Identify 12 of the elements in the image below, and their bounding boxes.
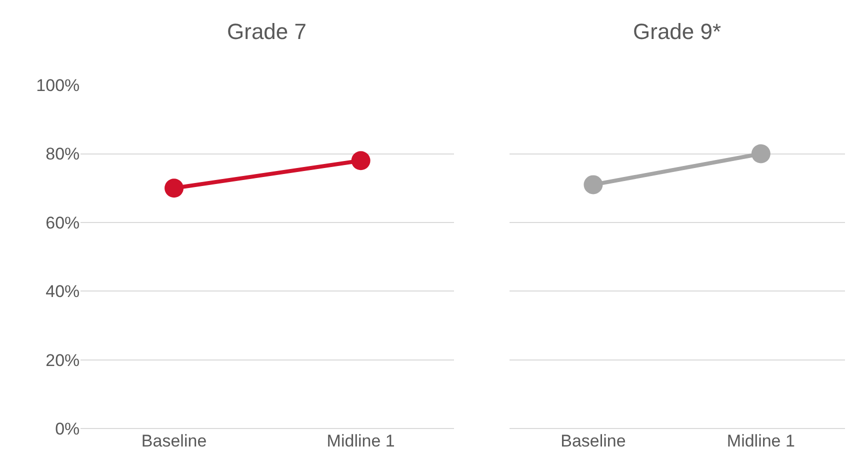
y-tick-label: 80% <box>46 144 80 164</box>
y-tick-label: 0% <box>55 420 80 439</box>
y-tick-label: 40% <box>46 282 80 302</box>
x-tick-label: Midline 1 <box>726 432 795 451</box>
y-tick-label: 20% <box>46 350 80 370</box>
x-tick-label: Midline 1 <box>326 432 395 451</box>
chart-title: Grade 7 <box>227 19 306 44</box>
x-tick-label: Baseline <box>141 432 207 451</box>
chart-title: Grade 9* <box>633 19 722 44</box>
x-tick-label: Baseline <box>560 432 626 451</box>
y-tick-label: 100% <box>36 76 80 96</box>
y-tick-label: 60% <box>46 213 80 232</box>
